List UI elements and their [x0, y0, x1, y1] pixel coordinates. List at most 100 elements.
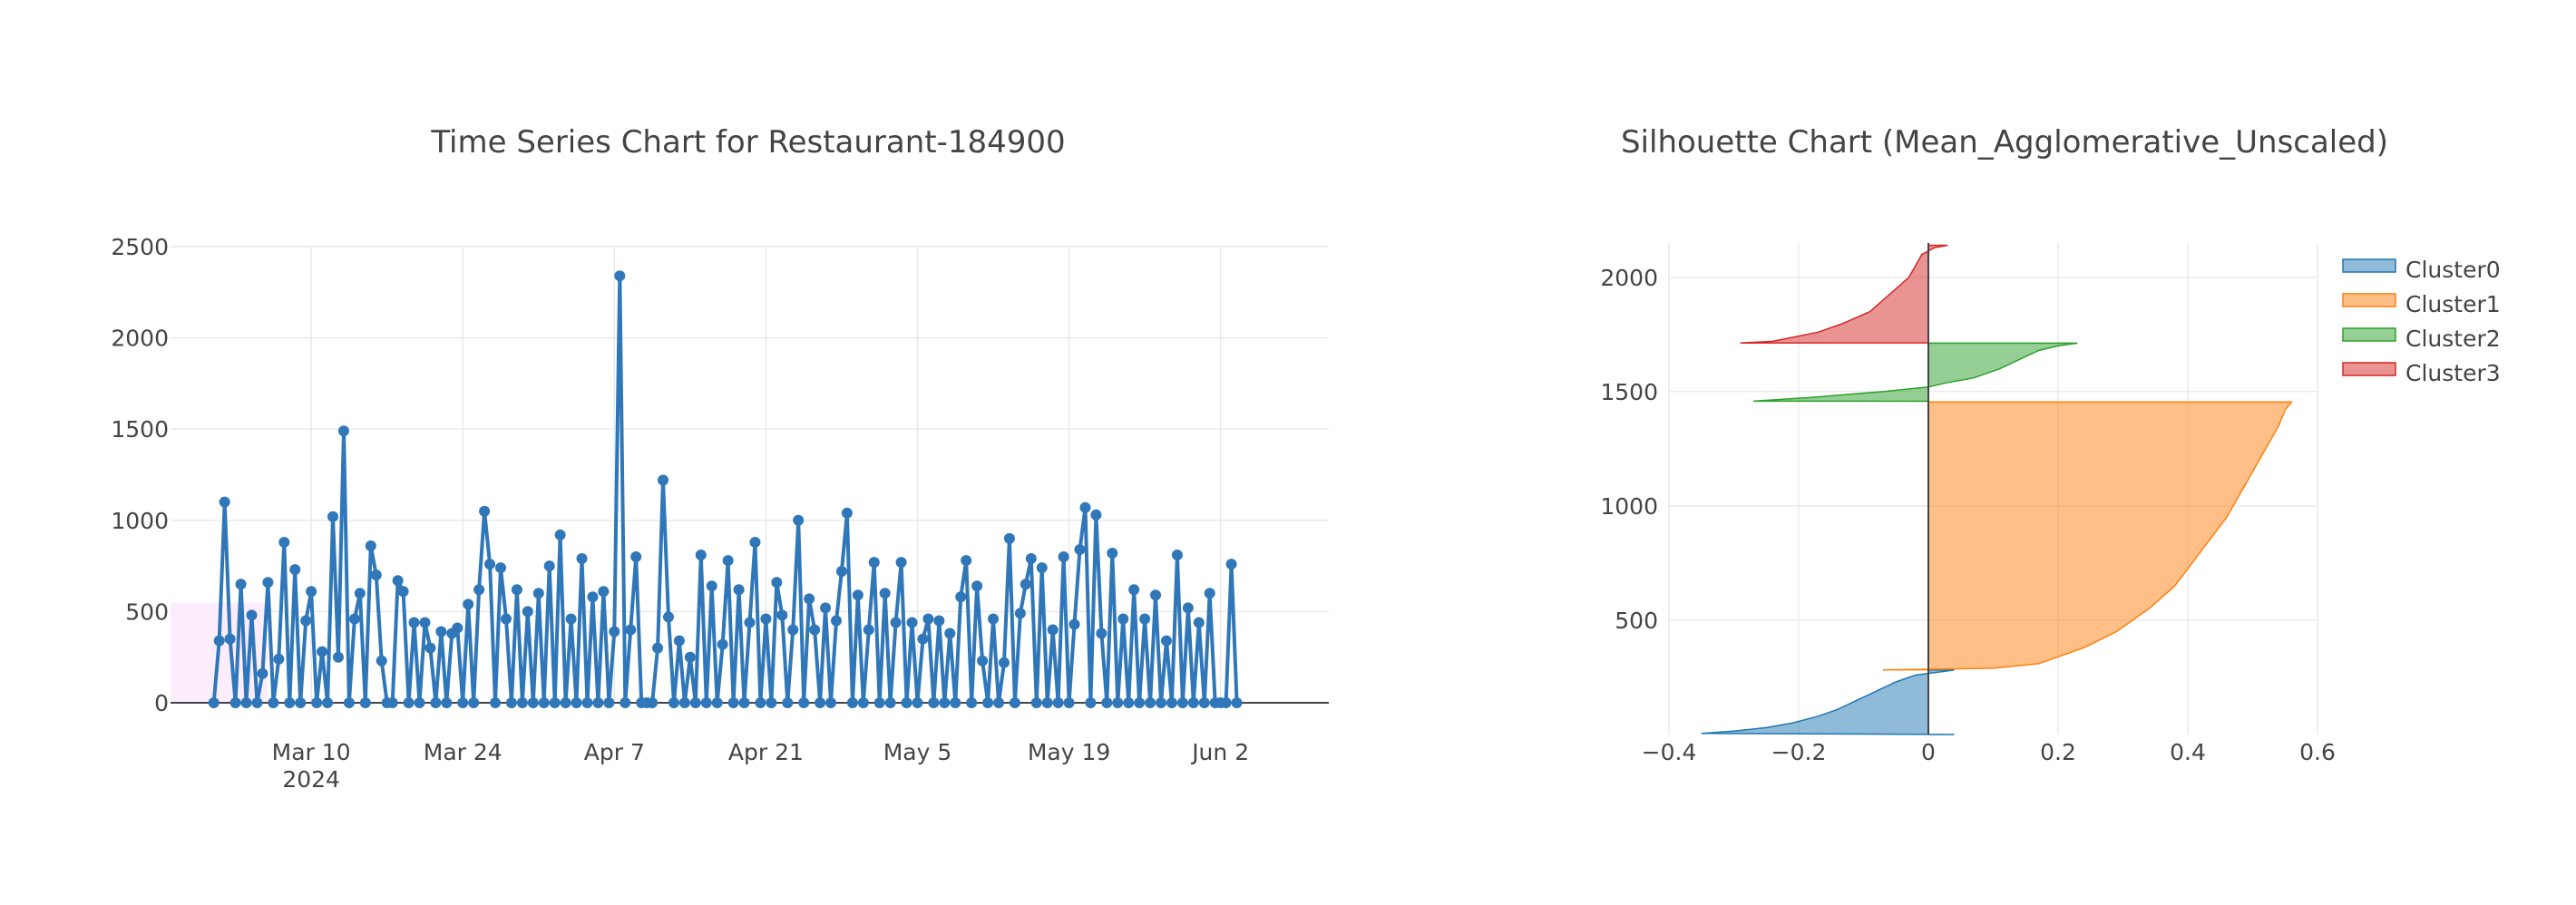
data-point: [322, 697, 334, 708]
data-point: [846, 697, 858, 708]
data-point: [1036, 562, 1048, 574]
data-point: [733, 584, 745, 596]
data-point: [278, 536, 290, 548]
x-tick-label: Mar 10: [272, 739, 351, 765]
x-tick-label: Apr 21: [728, 739, 804, 765]
data-point: [852, 589, 864, 601]
data-point: [857, 697, 869, 708]
data-point: [365, 540, 376, 551]
data-point: [933, 615, 945, 627]
data-point: [695, 550, 707, 561]
data-point: [527, 697, 539, 708]
data-point: [1090, 509, 1102, 521]
data-point: [620, 697, 631, 708]
time-series-y-ticks: 0 500 1000 1500 2000 2500: [111, 234, 169, 716]
data-point: [647, 697, 659, 708]
data-point: [354, 588, 366, 599]
data-point: [835, 566, 847, 578]
data-point: [992, 697, 1004, 708]
data-point: [500, 613, 512, 625]
data-point: [348, 613, 360, 625]
data-point: [576, 553, 588, 565]
data-point: [793, 514, 805, 526]
data-point: [1020, 579, 1031, 590]
x-tick-label: Apr 7: [584, 739, 645, 765]
silhouette-chart: Silhouette Chart (Mean_Agglomerative_Uns…: [1600, 124, 2500, 765]
data-point: [1009, 697, 1020, 708]
data-point: [397, 586, 409, 598]
data-point: [1198, 697, 1210, 708]
data-point: [863, 624, 874, 636]
data-point: [424, 642, 436, 654]
data-point: [386, 697, 398, 708]
x-tick-label: 0.4: [2170, 739, 2206, 765]
data-point: [457, 697, 469, 708]
data-point: [614, 270, 626, 282]
data-point: [300, 615, 312, 627]
data-point: [295, 697, 307, 708]
data-point: [1047, 624, 1059, 636]
data-point: [884, 697, 896, 708]
data-point: [359, 697, 371, 708]
data-point: [955, 591, 967, 603]
data-point: [598, 586, 610, 598]
data-point: [560, 697, 571, 708]
silhouette-areas: [1701, 243, 2293, 735]
legend-swatch: [2342, 258, 2396, 273]
data-point: [1030, 697, 1042, 708]
data-point: [700, 697, 712, 708]
data-point: [246, 609, 258, 621]
data-point: [1150, 589, 1162, 601]
data-point: [516, 697, 528, 708]
data-point: [1112, 697, 1124, 708]
data-point: [337, 425, 349, 437]
data-point: [766, 697, 777, 708]
data-point: [376, 655, 387, 667]
data-point: [1096, 628, 1107, 639]
data-point: [879, 588, 891, 599]
data-point: [408, 617, 420, 628]
data-point: [1225, 559, 1237, 570]
data-point: [327, 511, 339, 522]
data-point: [1193, 617, 1205, 628]
x-tick-label: Jun 2: [1190, 739, 1249, 765]
time-series-chart: Time Series Chart for Restaurant-184900 …: [111, 124, 1329, 793]
data-point: [982, 697, 994, 708]
time-series-line: [171, 274, 1329, 705]
data-point: [809, 624, 821, 636]
x-tick-sublabel: 2024: [282, 766, 340, 793]
data-point: [895, 557, 907, 569]
data-point: [609, 626, 620, 637]
data-point: [890, 617, 902, 628]
data-point: [479, 505, 491, 517]
data-point: [419, 617, 431, 628]
data-point: [1204, 588, 1215, 599]
data-point: [490, 697, 502, 708]
data-point: [473, 584, 485, 596]
data-point: [549, 697, 561, 708]
data-point: [522, 606, 533, 618]
data-point: [961, 555, 972, 567]
legend-label: Cluster2: [2405, 326, 2501, 352]
data-point: [988, 613, 1000, 625]
data-point: [912, 697, 923, 708]
data-point: [1139, 613, 1151, 625]
data-point: [1145, 697, 1156, 708]
data-point: [208, 697, 220, 708]
data-point: [906, 617, 918, 628]
data-point: [1063, 697, 1075, 708]
data-point: [532, 588, 544, 599]
data-point: [284, 697, 296, 708]
data-point: [273, 653, 285, 665]
data-point: [251, 697, 263, 708]
legend-label: Cluster0: [2405, 257, 2501, 283]
silhouette-legend[interactable]: Cluster0 Cluster1 Cluster2 Cluster3: [2342, 257, 2501, 386]
series-line: [211, 274, 1239, 705]
data-point: [689, 697, 701, 708]
data-point: [922, 613, 934, 625]
data-point: [738, 697, 750, 708]
x-tick-label: May 19: [1028, 739, 1110, 765]
data-point: [668, 697, 679, 708]
data-point: [1166, 697, 1177, 708]
